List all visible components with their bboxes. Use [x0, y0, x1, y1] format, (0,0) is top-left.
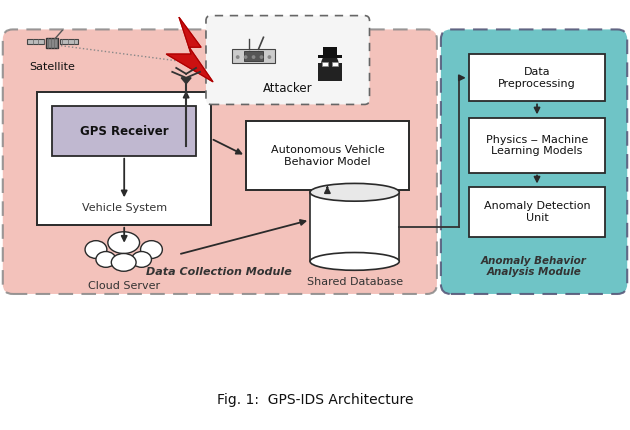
FancyBboxPatch shape — [441, 29, 627, 294]
Bar — [244, 51, 263, 61]
Ellipse shape — [96, 252, 116, 267]
Bar — [318, 63, 341, 81]
Ellipse shape — [112, 254, 136, 271]
Bar — [323, 47, 337, 55]
Bar — [60, 39, 78, 44]
Bar — [52, 106, 196, 156]
Text: Fig. 1:  GPS-IDS Architecture: Fig. 1: GPS-IDS Architecture — [217, 393, 413, 408]
Text: Satellite: Satellite — [30, 62, 75, 72]
Circle shape — [260, 56, 263, 58]
Bar — [318, 55, 341, 58]
Ellipse shape — [108, 232, 140, 254]
Ellipse shape — [140, 241, 163, 258]
FancyBboxPatch shape — [206, 15, 370, 104]
Circle shape — [268, 56, 271, 58]
Bar — [469, 187, 605, 237]
Text: Physics ‒ Machine
Learning Models: Physics ‒ Machine Learning Models — [486, 135, 588, 156]
Bar — [246, 121, 409, 190]
Circle shape — [322, 55, 338, 71]
Polygon shape — [166, 18, 213, 82]
Circle shape — [244, 56, 247, 58]
Text: Data Collection Module: Data Collection Module — [146, 267, 292, 277]
Text: Anomaly Behavior
Analysis Module: Anomaly Behavior Analysis Module — [481, 255, 587, 277]
Circle shape — [253, 56, 255, 58]
Bar — [232, 49, 275, 63]
Ellipse shape — [310, 252, 399, 270]
Text: Anomaly Detection
Unit: Anomaly Detection Unit — [484, 201, 590, 223]
Bar — [469, 54, 605, 101]
Ellipse shape — [85, 241, 107, 258]
Bar — [310, 192, 399, 261]
Text: Attacker: Attacker — [263, 82, 312, 95]
Bar — [332, 62, 338, 66]
Bar — [37, 92, 211, 225]
Text: Autonomous Vehicle
Behavior Model: Autonomous Vehicle Behavior Model — [270, 145, 384, 166]
Bar — [47, 38, 59, 48]
Text: Data
Preprocessing: Data Preprocessing — [498, 67, 576, 89]
Polygon shape — [181, 78, 191, 84]
Circle shape — [236, 56, 239, 58]
Text: GPS Receiver: GPS Receiver — [80, 125, 168, 138]
Text: Shared Database: Shared Database — [307, 277, 403, 287]
Bar — [26, 39, 44, 44]
Text: Vehicle System: Vehicle System — [82, 203, 167, 213]
Bar — [469, 118, 605, 172]
FancyBboxPatch shape — [3, 29, 437, 294]
Ellipse shape — [132, 252, 151, 267]
Ellipse shape — [310, 184, 399, 201]
Text: Cloud Server: Cloud Server — [88, 281, 160, 291]
Bar — [322, 62, 328, 66]
